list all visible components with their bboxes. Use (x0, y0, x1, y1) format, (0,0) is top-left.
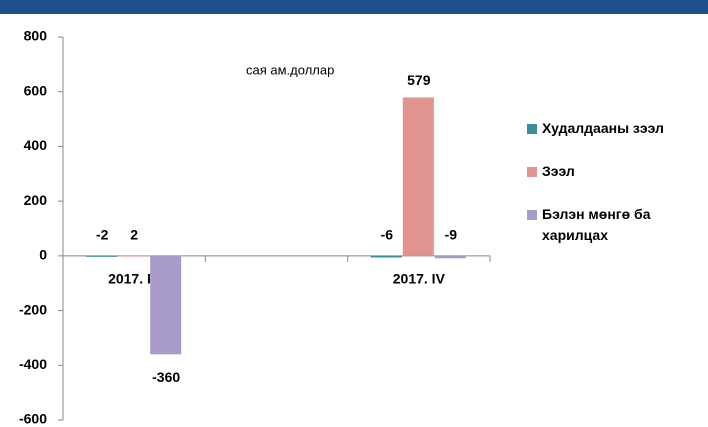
y-tick-label: 0 (39, 247, 47, 263)
bar (402, 97, 434, 256)
value-label: -9 (445, 227, 458, 243)
y-tick-label: -200 (19, 301, 47, 317)
value-label: -2 (96, 227, 109, 243)
bar (370, 255, 402, 258)
y-tick-label: -400 (19, 356, 47, 372)
bar (434, 255, 466, 259)
value-label: 2 (130, 227, 138, 243)
y-tick-label: 800 (24, 28, 48, 44)
legend-label: Худалдааны зээл (542, 120, 664, 136)
header-band (0, 0, 708, 14)
legend-swatch (527, 124, 537, 134)
bar (86, 255, 118, 257)
legend: Худалдааны зээл Зээл Бэлэн мөнгө ба харилц… (524, 118, 699, 268)
y-tick-label: 600 (24, 82, 48, 98)
bar (150, 255, 182, 355)
legend-label: Бэлэн мөнгө ба харилцах (542, 206, 651, 243)
y-tick-label: 200 (24, 192, 48, 208)
x-tick-label: 2017. IV (393, 271, 446, 287)
legend-label: Зээл (542, 163, 575, 179)
legend-swatch (527, 167, 537, 177)
value-label: -6 (381, 227, 394, 243)
legend-swatch (527, 210, 537, 220)
value-label: -360 (152, 369, 180, 385)
legend-item: Зээл (524, 161, 699, 182)
legend-item: Бэлэн мөнгө ба харилцах (524, 204, 699, 246)
y-tick-label: -600 (19, 411, 47, 427)
x-tick-label: 2017. IV (108, 271, 161, 287)
y-tick-label: 400 (24, 137, 48, 153)
value-label: 579 (407, 72, 431, 88)
annotation: сая ам.доллар (246, 62, 334, 77)
legend-item: Худалдааны зээл (524, 118, 699, 139)
bar (118, 255, 150, 257)
